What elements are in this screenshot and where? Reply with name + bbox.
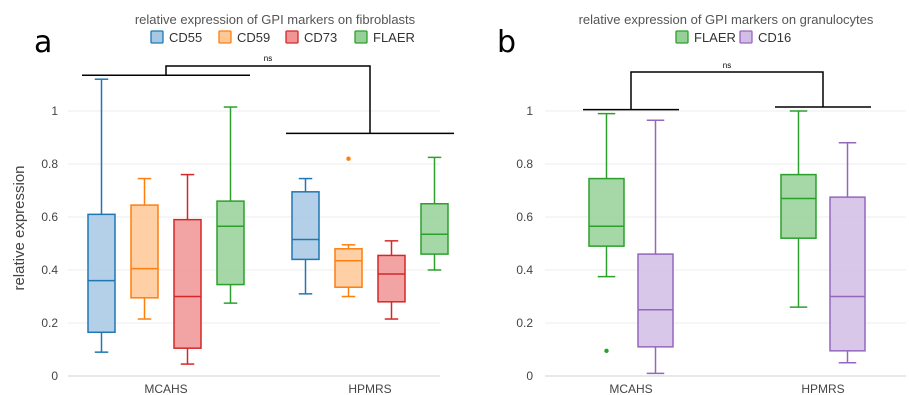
panel-b-xtick-label: MCAHS bbox=[609, 382, 652, 395]
panel-b-ytick-label: 1 bbox=[526, 104, 533, 118]
panel-a-outlier-point bbox=[346, 156, 351, 161]
panel-a-plot: 0 0.2 0.4 0.6 0.8 1 MCAHS HPMRS CD55 CD59 CD73 FLAE… bbox=[41, 30, 454, 395]
panel-a-ytick-label: 1 bbox=[51, 104, 58, 118]
panel-b-ytick-label: 0.6 bbox=[516, 210, 533, 224]
panel-b-sig-label: ns bbox=[723, 61, 731, 70]
panel-a-letter: a bbox=[34, 25, 52, 60]
panel-b-outlier-point bbox=[604, 348, 609, 354]
panel-a-sig-bracket bbox=[165, 65, 371, 134]
panel-a-legend-swatch bbox=[218, 30, 232, 44]
panel-b-legend-swatch bbox=[739, 30, 753, 44]
panel-a-box-cd55 bbox=[87, 213, 116, 334]
panel-a-ytick-label: 0.6 bbox=[41, 210, 58, 224]
panel-a-ytick-label: 0.4 bbox=[41, 263, 58, 277]
panel-a-sig-label: ns bbox=[264, 54, 272, 63]
panel-a-title: relative expression of GPI markers on fi… bbox=[135, 12, 416, 27]
panel-a-box-cd59 bbox=[334, 248, 363, 288]
panel-a-legend-swatch bbox=[150, 30, 164, 44]
panel-a-xtick-label: HPMRS bbox=[348, 382, 391, 395]
panel-b-legend-label: FLAER bbox=[694, 30, 736, 45]
panel-b-sig-bracket bbox=[630, 71, 824, 110]
panel-a-xtick-label: MCAHS bbox=[144, 382, 187, 395]
panel-b-box-flaer bbox=[588, 177, 625, 247]
panel-a-legend-swatch bbox=[354, 30, 368, 44]
panel-a-ytick-label: 0.2 bbox=[41, 316, 58, 330]
panel-a-ylabel: relative expression bbox=[11, 165, 28, 290]
panel-b-ytick-label: 0.4 bbox=[516, 263, 533, 277]
panel-b-box-flaer bbox=[780, 173, 817, 239]
panel-b-ytick-label: 0.8 bbox=[516, 157, 533, 171]
panel-a-box-flaer bbox=[216, 200, 245, 286]
panel-b-xtick-label: HPMRS bbox=[801, 382, 844, 395]
panel-a-legend-swatch bbox=[285, 30, 299, 44]
panel-a-box-cd73 bbox=[377, 254, 406, 303]
panel-a-ytick-label: 0.8 bbox=[41, 157, 58, 171]
panel-a-ytick-label: 0 bbox=[51, 369, 58, 383]
panel-b-ytick-label: 0.2 bbox=[516, 316, 533, 330]
panel-a-legend-label: CD55 bbox=[169, 30, 202, 45]
panel-b-letter: b bbox=[497, 25, 516, 60]
panel-b-box-cd16 bbox=[829, 196, 866, 352]
panel-b-title: relative expression of GPI markers on gr… bbox=[579, 12, 874, 27]
panel-a-legend-label: CD59 bbox=[237, 30, 270, 45]
panel-a-box-cd55 bbox=[291, 191, 320, 261]
panel-b-plot: 0 0.2 0.4 0.6 0.8 1 MCAHS HPMRS FLAER CD16 ns bbox=[516, 30, 906, 395]
panel-a-box-flaer bbox=[420, 203, 449, 255]
panel-b-ytick-label: 0 bbox=[526, 369, 533, 383]
panel-a-box-cd59 bbox=[130, 204, 159, 299]
panel-b-legend-label: CD16 bbox=[758, 30, 791, 45]
panel-b-box-cd16 bbox=[637, 253, 674, 348]
panel-b-legend-swatch bbox=[675, 30, 689, 44]
panel-a-legend-label: FLAER bbox=[373, 30, 415, 45]
panel-a-box-cd73 bbox=[173, 218, 202, 349]
panel-a-legend-label: CD73 bbox=[304, 30, 337, 45]
